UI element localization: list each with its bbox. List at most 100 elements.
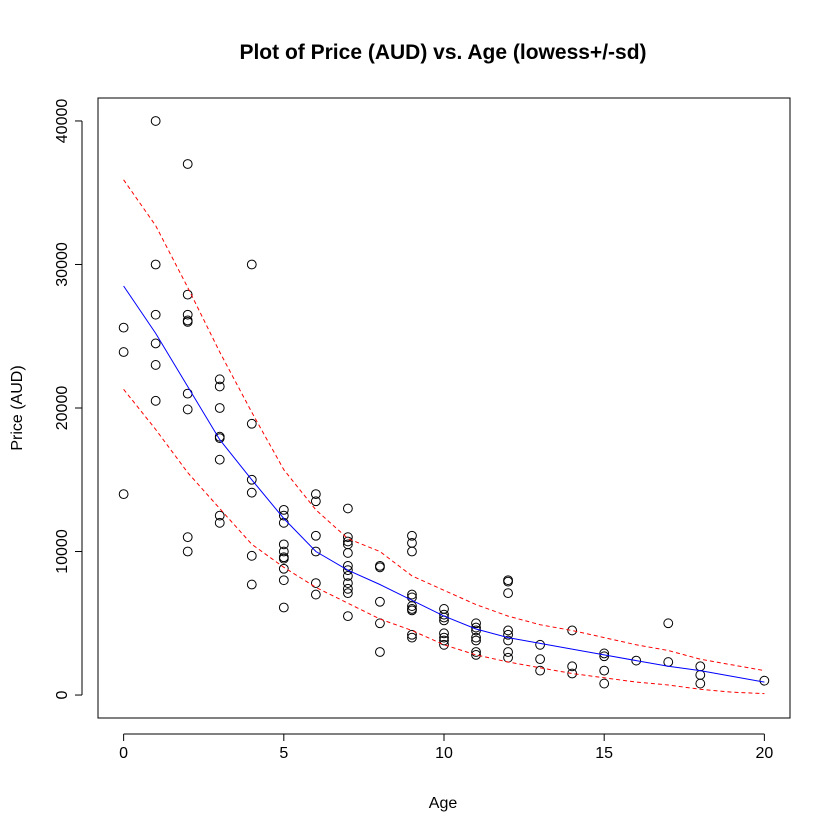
- data-point: [278, 602, 289, 613]
- data-point: [214, 433, 225, 444]
- data-point: [407, 632, 417, 643]
- data-point: [150, 259, 161, 270]
- data-point: [342, 536, 353, 547]
- x-axis: 0 5 10 15 20: [119, 733, 773, 762]
- data-point: [310, 589, 321, 600]
- data-point: [342, 571, 353, 581]
- data-point: [503, 635, 513, 646]
- y-tick-label: 20000: [54, 386, 71, 431]
- data-point: [407, 605, 417, 616]
- x-axis-label: Age: [429, 795, 458, 812]
- data-point: [246, 259, 257, 270]
- data-point: [214, 510, 225, 521]
- sd-band-line: [123, 179, 765, 672]
- data-point: [471, 635, 481, 646]
- data-point: [118, 489, 129, 500]
- data-point: [150, 116, 161, 126]
- chart-title: Plot of Price (AUD) vs. Age (lowess+/-sd…: [239, 41, 646, 64]
- y-tick-label: 0: [54, 690, 71, 699]
- sd-band-line: [123, 388, 765, 695]
- data-point: [182, 159, 193, 169]
- data-point: [375, 618, 385, 629]
- data-point: [567, 668, 578, 679]
- data-point: [214, 381, 225, 392]
- data-point: [246, 579, 257, 590]
- data-point: [150, 360, 161, 370]
- data-point: [759, 675, 770, 686]
- data-point: [342, 578, 353, 588]
- data-point: [471, 618, 481, 629]
- data-point: [310, 489, 321, 500]
- data-point: [439, 609, 449, 620]
- data-point: [150, 309, 161, 320]
- lowess-line: [123, 285, 765, 683]
- data-point: [342, 548, 353, 558]
- data-point: [342, 611, 353, 622]
- data-point: [310, 546, 321, 557]
- data-point: [182, 404, 193, 415]
- data-point: [118, 347, 129, 357]
- data-point: [407, 530, 417, 541]
- data-point: [439, 628, 449, 639]
- data-point: [503, 647, 513, 657]
- data-point: [567, 661, 578, 672]
- plot-box: [97, 97, 791, 719]
- data-point: [503, 576, 513, 587]
- data-point: [631, 655, 642, 666]
- data-point: [695, 678, 706, 689]
- data-point: [695, 661, 706, 672]
- data-point: [375, 647, 385, 657]
- data-point: [535, 639, 546, 650]
- data-point: [407, 629, 417, 640]
- data-point: [182, 546, 193, 557]
- x-tick-label: 20: [755, 745, 773, 762]
- y-axis-label: Price (AUD): [9, 365, 26, 450]
- data-point: [278, 563, 289, 574]
- data-point: [214, 454, 225, 465]
- data-point: [182, 532, 193, 543]
- data-point: [471, 649, 481, 660]
- data-point: [118, 322, 129, 333]
- data-point: [310, 530, 321, 541]
- data-point: [407, 546, 417, 557]
- data-point: [278, 510, 289, 521]
- data-point: [439, 639, 449, 650]
- data-point: [278, 504, 289, 515]
- data-point: [407, 601, 417, 611]
- data-point: [439, 635, 449, 646]
- x-tick-label: 15: [595, 745, 613, 762]
- data-point: [342, 588, 353, 599]
- data-point: [439, 632, 449, 643]
- data-point: [246, 550, 257, 561]
- y-tick-label: 30000: [54, 242, 71, 287]
- x-tick-label: 10: [435, 745, 453, 762]
- data-point: [663, 657, 674, 667]
- data-point: [246, 474, 257, 485]
- y-tick-label: 10000: [54, 529, 71, 574]
- data-point: [503, 629, 513, 640]
- data-point: [278, 539, 289, 550]
- data-point: [503, 652, 513, 663]
- data-point: [182, 309, 193, 320]
- x-tick-label: 0: [119, 745, 128, 762]
- data-point: [407, 589, 417, 600]
- data-point: [150, 395, 161, 406]
- data-point: [246, 418, 257, 429]
- data-point: [342, 503, 353, 514]
- data-point: [471, 632, 481, 643]
- y-tick-label: 40000: [54, 99, 71, 144]
- data-point: [342, 565, 353, 576]
- data-point: [695, 670, 706, 680]
- data-point: [375, 596, 385, 607]
- data-point: [182, 388, 193, 399]
- data-point: [567, 625, 578, 636]
- data-point: [214, 374, 225, 385]
- data-point: [471, 647, 481, 657]
- data-point: [310, 496, 321, 507]
- data-marks: [118, 116, 770, 695]
- data-point: [535, 654, 546, 665]
- data-point: [599, 648, 610, 659]
- data-point: [310, 578, 321, 588]
- data-point: [375, 562, 385, 573]
